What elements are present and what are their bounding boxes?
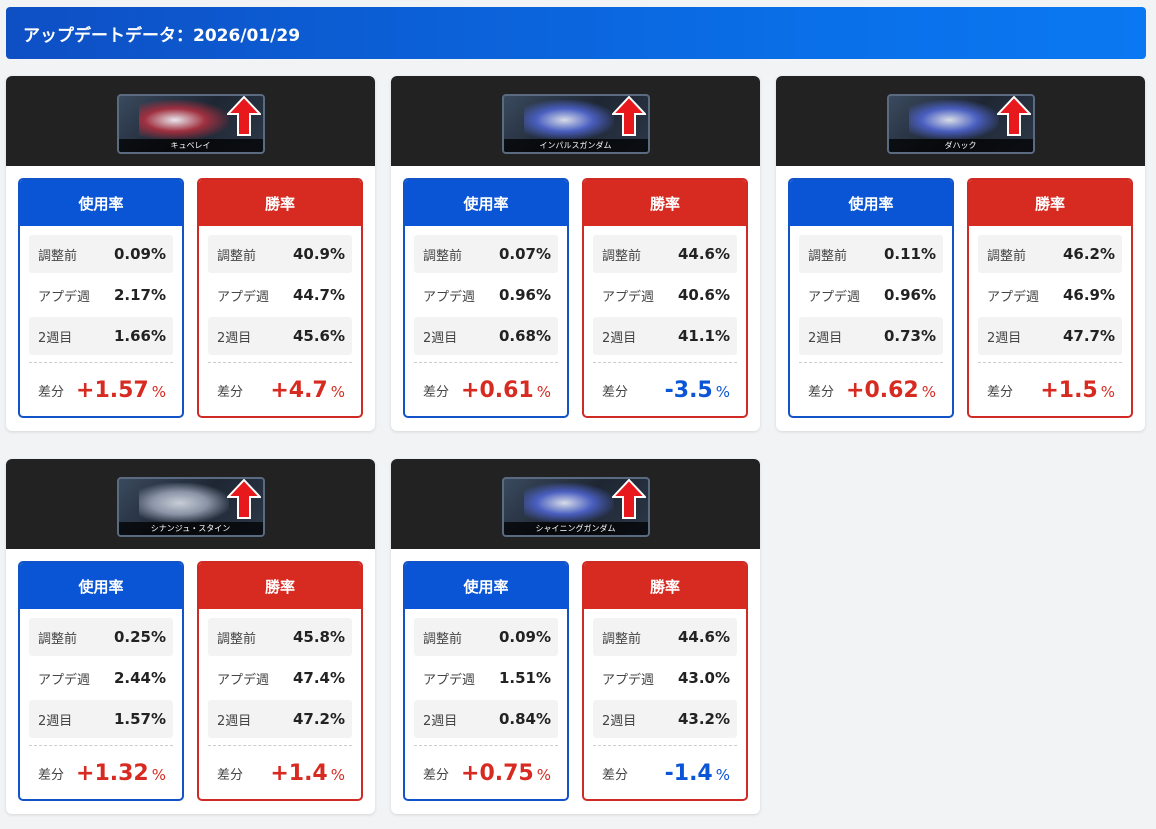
up-arrow-icon <box>226 96 261 136</box>
row-before: 調整前 0.07% <box>414 235 558 273</box>
unit-card: キュベレイ 使用率 調整前 0.09% アプデ週 2.17% 2週目 1.66% 差分… <box>6 76 375 431</box>
up-arrow-icon <box>611 96 646 136</box>
row-before: 調整前 45.8% <box>208 618 352 656</box>
win-title: 勝率 <box>969 180 1131 226</box>
row-week2: 2週目 0.84% <box>414 700 558 738</box>
row-before: 調整前 0.25% <box>29 618 173 656</box>
unit-banner: シャイニングガンダム <box>391 459 760 549</box>
row-update-week: アプデ週 0.96% <box>808 286 936 305</box>
win-panel: 勝率 調整前 40.9% アプデ週 44.7% 2週目 45.6% 差分 +4.7% <box>197 178 363 418</box>
diff-value: +0.61% <box>461 377 551 403</box>
win-panel: 勝率 調整前 45.8% アプデ週 47.4% 2週目 47.2% 差分 +1.4% <box>197 561 363 801</box>
row-before: 調整前 46.2% <box>978 235 1122 273</box>
unit-thumbnail: シャイニングガンダム <box>501 477 650 537</box>
row-week2: 2週目 47.2% <box>208 700 352 738</box>
diff-value: +4.7% <box>270 377 345 403</box>
row-before: 調整前 44.6% <box>593 235 737 273</box>
row-update-week: アプデ週 2.17% <box>38 286 166 305</box>
row-week2: 2週目 47.7% <box>978 317 1122 355</box>
usage-title: 使用率 <box>20 180 182 226</box>
win-panel: 勝率 調整前 44.6% アプデ週 40.6% 2週目 41.1% 差分 -3.5% <box>582 178 748 418</box>
diff-value: +1.4% <box>270 760 345 786</box>
page-header: アップデートデータ：2026/01/29 <box>6 7 1146 59</box>
unit-banner: ダハック <box>776 76 1145 166</box>
row-before: 調整前 44.6% <box>593 618 737 656</box>
win-title: 勝率 <box>199 180 361 226</box>
unit-thumbnail: キュベレイ <box>116 94 265 154</box>
row-week2: 2週目 41.1% <box>593 317 737 355</box>
row-update-week: アプデ週 2.44% <box>38 669 166 688</box>
row-diff: 差分 +1.5% <box>987 377 1115 403</box>
unit-thumbnail: ダハック <box>886 94 1035 154</box>
row-diff: 差分 +1.32% <box>38 760 166 786</box>
diff-value: -1.4% <box>664 760 730 786</box>
row-diff: 差分 -3.5% <box>602 377 730 403</box>
row-before: 調整前 0.09% <box>29 235 173 273</box>
row-diff: 差分 +0.75% <box>423 760 551 786</box>
usage-title: 使用率 <box>790 180 952 226</box>
diff-value: +1.32% <box>76 760 166 786</box>
win-title: 勝率 <box>199 563 361 609</box>
row-diff: 差分 +4.7% <box>217 377 345 403</box>
row-week2: 2週目 0.73% <box>799 317 943 355</box>
row-update-week: アプデ週 40.6% <box>602 286 730 305</box>
row-update-week: アプデ週 43.0% <box>602 669 730 688</box>
unit-name: シナンジュ・スタイン <box>118 522 263 535</box>
unit-card: ダハック 使用率 調整前 0.11% アプデ週 0.96% 2週目 0.73% 差分 +… <box>776 76 1145 431</box>
usage-title: 使用率 <box>20 563 182 609</box>
row-update-week: アプデ週 46.9% <box>987 286 1115 305</box>
row-update-week: アプデ週 44.7% <box>217 286 345 305</box>
row-diff: 差分 +0.61% <box>423 377 551 403</box>
page-title: アップデートデータ：2026/01/29 <box>23 25 301 46</box>
diff-value: +1.5% <box>1040 377 1115 403</box>
row-update-week: アプデ週 1.51% <box>423 669 551 688</box>
up-arrow-icon <box>611 479 646 519</box>
win-panel: 勝率 調整前 46.2% アプデ週 46.9% 2週目 47.7% 差分 +1.5% <box>967 178 1133 418</box>
unit-thumbnail: シナンジュ・スタイン <box>116 477 265 537</box>
unit-name: シャイニングガンダム <box>503 522 648 535</box>
up-arrow-icon <box>996 96 1031 136</box>
row-week2: 2週目 1.66% <box>29 317 173 355</box>
row-diff: 差分 -1.4% <box>602 760 730 786</box>
up-arrow-icon <box>226 479 261 519</box>
diff-value: -3.5% <box>664 377 730 403</box>
usage-panel: 使用率 調整前 0.25% アプデ週 2.44% 2週目 1.57% 差分 +1.32% <box>18 561 184 801</box>
row-update-week: アプデ週 47.4% <box>217 669 345 688</box>
row-before: 調整前 40.9% <box>208 235 352 273</box>
diff-value: +1.57% <box>76 377 166 403</box>
win-title: 勝率 <box>584 563 746 609</box>
row-week2: 2週目 45.6% <box>208 317 352 355</box>
usage-panel: 使用率 調整前 0.07% アプデ週 0.96% 2週目 0.68% 差分 +0.61% <box>403 178 569 418</box>
row-diff: 差分 +1.57% <box>38 377 166 403</box>
row-diff: 差分 +1.4% <box>217 760 345 786</box>
row-week2: 2週目 1.57% <box>29 700 173 738</box>
unit-banner: キュベレイ <box>6 76 375 166</box>
unit-thumbnail: インパルスガンダム <box>501 94 650 154</box>
row-diff: 差分 +0.62% <box>808 377 936 403</box>
usage-panel: 使用率 調整前 0.09% アプデ週 1.51% 2週目 0.84% 差分 +0.75% <box>403 561 569 801</box>
row-week2: 2週目 43.2% <box>593 700 737 738</box>
row-before: 調整前 0.09% <box>414 618 558 656</box>
win-panel: 勝率 調整前 44.6% アプデ週 43.0% 2週目 43.2% 差分 -1.4% <box>582 561 748 801</box>
unit-name: キュベレイ <box>118 139 263 152</box>
unit-banner: インパルスガンダム <box>391 76 760 166</box>
usage-title: 使用率 <box>405 563 567 609</box>
unit-card: シナンジュ・スタイン 使用率 調整前 0.25% アプデ週 2.44% 2週目 1.5… <box>6 459 375 814</box>
unit-name: インパルスガンダム <box>503 139 648 152</box>
unit-banner: シナンジュ・スタイン <box>6 459 375 549</box>
row-before: 調整前 0.11% <box>799 235 943 273</box>
unit-card: シャイニングガンダム 使用率 調整前 0.09% アプデ週 1.51% 2週目 0.8… <box>391 459 760 814</box>
usage-title: 使用率 <box>405 180 567 226</box>
row-week2: 2週目 0.68% <box>414 317 558 355</box>
diff-value: +0.62% <box>846 377 936 403</box>
usage-panel: 使用率 調整前 0.09% アプデ週 2.17% 2週目 1.66% 差分 +1.57% <box>18 178 184 418</box>
diff-value: +0.75% <box>461 760 551 786</box>
win-title: 勝率 <box>584 180 746 226</box>
unit-name: ダハック <box>888 139 1033 152</box>
usage-panel: 使用率 調整前 0.11% アプデ週 0.96% 2週目 0.73% 差分 +0.62% <box>788 178 954 418</box>
row-update-week: アプデ週 0.96% <box>423 286 551 305</box>
unit-card: インパルスガンダム 使用率 調整前 0.07% アプデ週 0.96% 2週目 0.68… <box>391 76 760 431</box>
